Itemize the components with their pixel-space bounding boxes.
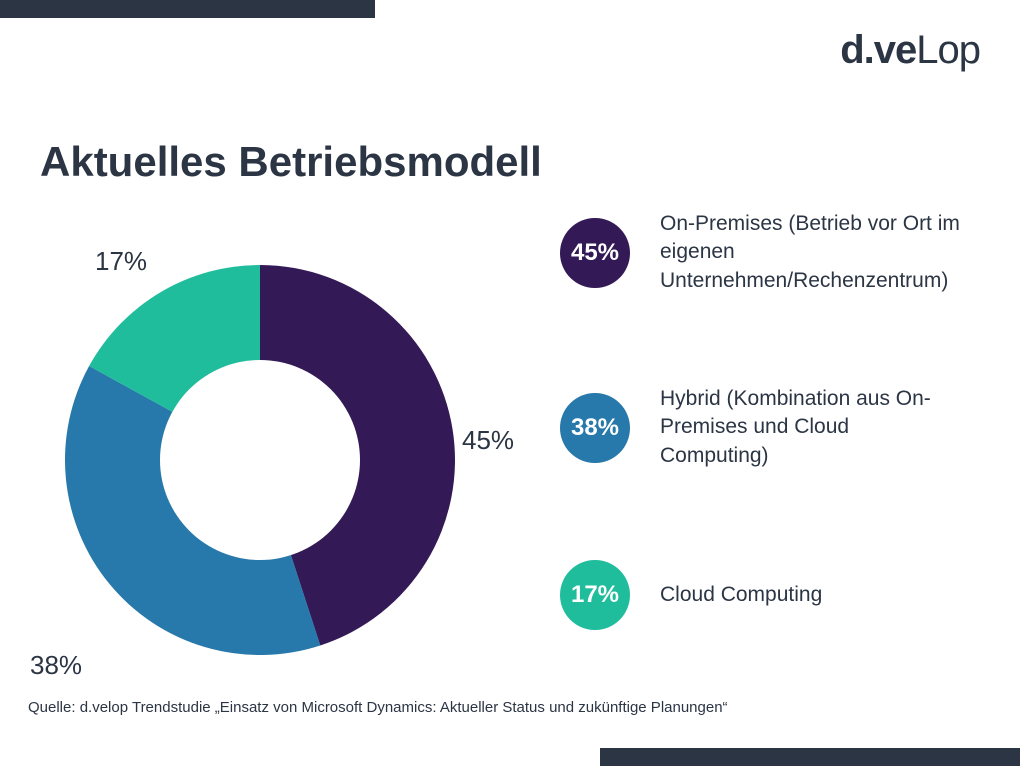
slice-label-hybrid: 38%: [30, 650, 82, 681]
page-title: Aktuelles Betriebsmodell: [40, 138, 542, 186]
legend-badge-on-premises: 45%: [560, 218, 630, 288]
legend-label-cloud: Cloud Computing: [660, 581, 822, 609]
legend-badge-cloud: 17%: [560, 560, 630, 630]
legend-item-cloud: 17% Cloud Computing: [560, 560, 980, 630]
donut-chart: 45% 38% 17%: [20, 200, 500, 720]
legend-badge-hybrid: 38%: [560, 393, 630, 463]
legend-item-on-premises: 45% On-Premises (Betrieb vor Ort im eige…: [560, 210, 980, 295]
legend: 45% On-Premises (Betrieb vor Ort im eige…: [560, 210, 980, 720]
logo-thin: Lop: [916, 28, 980, 72]
logo-prefix: d.: [840, 28, 874, 72]
donut-hole: [160, 360, 360, 560]
legend-item-hybrid: 38% Hybrid (Kombination aus On-Premises …: [560, 385, 980, 470]
source-citation: Quelle: d.velop Trendstudie „Einsatz von…: [28, 699, 728, 716]
legend-label-hybrid: Hybrid (Kombination aus On-Premises und …: [660, 385, 960, 470]
brand-logo: d.veLop: [840, 28, 980, 73]
accent-bar-bottom: [600, 748, 1020, 766]
donut-chart-svg: [20, 200, 500, 720]
slice-label-on-premises: 45%: [462, 425, 514, 456]
legend-label-on-premises: On-Premises (Betrieb vor Ort im eigenen …: [660, 210, 960, 295]
logo-bold: ve: [874, 28, 917, 72]
slice-label-cloud: 17%: [95, 246, 147, 277]
accent-bar-top: [0, 0, 375, 18]
